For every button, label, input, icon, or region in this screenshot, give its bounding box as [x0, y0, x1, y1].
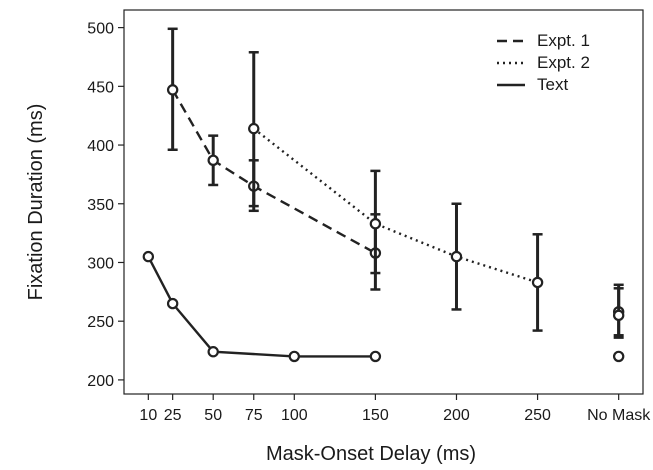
plot-area-frame	[123, 9, 644, 395]
data-point-marker	[531, 276, 544, 289]
y-axis: 200 250 300 350 400 450 500	[87, 21, 124, 390]
x-tick-label: 250	[524, 407, 551, 424]
x-axis-title: Mask-Onset Delay (ms)	[266, 443, 476, 465]
data-point-marker	[207, 346, 219, 358]
data-point-marker	[142, 250, 155, 263]
x-tick-label: 10	[139, 407, 157, 424]
data-point-marker	[369, 350, 382, 363]
series-text	[142, 250, 625, 363]
data-point-marker	[369, 218, 382, 230]
data-point-marker	[207, 154, 219, 167]
data-point-marker	[450, 250, 463, 263]
x-tick-label: 200	[443, 407, 470, 424]
legend-label: Text	[537, 75, 568, 94]
x-axis: 10 25 50 75 100 150 200 250 No Mask	[139, 394, 651, 424]
legend-label: Expt. 1	[537, 31, 590, 50]
x-tick-label: 150	[362, 407, 389, 424]
x-tick-label: 75	[245, 407, 263, 424]
y-axis-title: Fixation Duration (ms)	[25, 104, 47, 301]
series-line	[253, 127, 538, 284]
y-tick-label: 500	[87, 21, 114, 38]
data-point-marker	[288, 350, 300, 363]
y-tick-label: 250	[87, 314, 114, 331]
data-point-marker	[166, 297, 179, 310]
data-point-marker	[166, 84, 179, 96]
legend-label: Expt. 2	[537, 53, 590, 72]
y-tick-label: 300	[87, 255, 114, 272]
x-tick-label: No Mask	[587, 407, 651, 424]
series-line	[171, 89, 376, 255]
series-line	[147, 256, 376, 358]
series-layer	[142, 27, 625, 363]
data-point-marker	[612, 309, 625, 322]
x-tick-label: 50	[204, 407, 222, 424]
y-tick-label: 350	[87, 197, 114, 214]
x-tick-label: 100	[281, 407, 308, 424]
y-tick-label: 400	[87, 138, 114, 155]
x-tick-label: 25	[164, 407, 182, 424]
legend: Expt. 1 Expt. 2 Text	[497, 31, 590, 94]
y-tick-label: 450	[87, 79, 114, 96]
data-point-marker	[612, 350, 625, 363]
data-point-marker	[248, 122, 260, 135]
y-tick-label: 200	[87, 373, 114, 390]
series-expt-2	[248, 51, 625, 339]
